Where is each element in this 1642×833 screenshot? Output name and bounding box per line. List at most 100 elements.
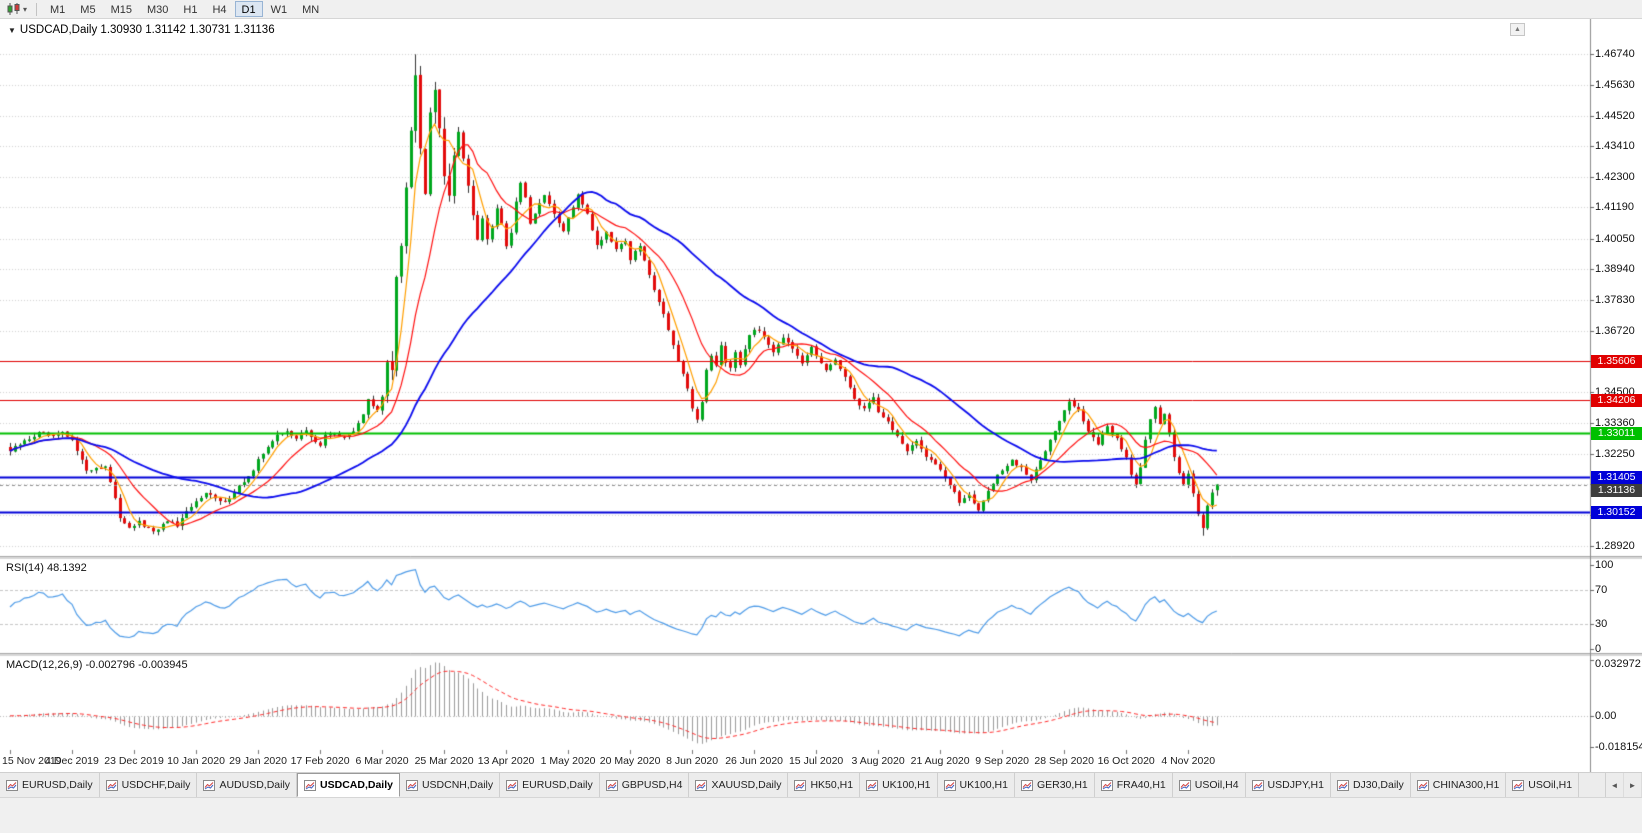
date-axis-label: 15 Nov 2019 <box>2 755 62 767</box>
price-axis-label: 1.33360 <box>1595 417 1635 430</box>
chart-tab-icon <box>6 779 18 791</box>
macd-panel-title: MACD(12,26,9) -0.002796 -0.003945 <box>6 659 188 671</box>
price-axis-label: 1.43410 <box>1595 140 1635 153</box>
date-axis-label: 4 Nov 2020 <box>1161 755 1216 767</box>
chart-type-icon[interactable] <box>6 2 22 16</box>
chart-type-dropdown-icon[interactable]: ▾ <box>23 4 28 14</box>
chart-tab-label: USDJPY,H1 <box>1267 779 1324 791</box>
chart-tab-hk50[interactable]: HK50,H1 <box>788 773 861 797</box>
chart-tab-label: AUDUSD,Daily <box>219 779 291 791</box>
chart-tab-icon <box>1020 779 1033 791</box>
date-axis-label: 3 Aug 2020 <box>851 755 905 767</box>
price-axis-label: 1.45630 <box>1595 78 1635 91</box>
chart-tab-usdcnh[interactable]: USDCNH,Daily <box>399 773 501 797</box>
date-axis-label: 25 Mar 2020 <box>414 755 474 767</box>
chart-tab-xauusd[interactable]: XAUUSD,Daily <box>689 773 789 797</box>
chart-tab-label: CHINA300,H1 <box>1432 779 1500 791</box>
chart-tab-usoil[interactable]: USOil,H4 <box>1172 773 1246 797</box>
timeframe-button-h1[interactable]: H1 <box>183 4 198 16</box>
chart-tab-label: USOil,H1 <box>1528 779 1573 791</box>
chart-tab-icon <box>943 779 956 791</box>
chart-tab-china300[interactable]: CHINA300,H1 <box>1410 773 1507 797</box>
chart-tab-eurusd[interactable]: EURUSD,Daily <box>0 773 100 797</box>
price-axis-label: 1.37830 <box>1595 293 1635 306</box>
price-level-tag[interactable]: 1.35606 <box>1591 355 1642 369</box>
chart-tab-label: EURUSD,Daily <box>522 779 593 791</box>
chart-expand-icon[interactable]: ▼ <box>8 25 16 35</box>
macd-scale-label: -0.018154 <box>1595 740 1642 753</box>
timeframe-buttons: M1 M5 M15 M30 H1 H4 D1 W1 MN <box>43 1 326 17</box>
price-level-tag[interactable]: 1.31405 <box>1591 471 1642 485</box>
chart-tab-usdjpy[interactable]: USDJPY,H1 <box>1245 773 1331 797</box>
date-axis-label: 1 May 2020 <box>540 755 596 767</box>
date-axis-label: 4 Dec 2019 <box>45 755 99 767</box>
price-axis-label: 1.38940 <box>1595 263 1635 276</box>
tab-scroll-left-button[interactable]: ◄ <box>1606 773 1624 797</box>
timeframe-toolbar: ▾ M1 M5 M15 M30 H1 H4 D1 W1 MN <box>0 0 1642 19</box>
chart-tab-dj30[interactable]: DJ30,Daily <box>1330 773 1411 797</box>
timeframe-button-m30[interactable]: M30 <box>146 4 169 16</box>
date-axis-label: 23 Dec 2019 <box>104 755 164 767</box>
macd-scale-label: 0.032972 <box>1595 658 1641 670</box>
rsi-scale-label: 100 <box>1595 559 1614 571</box>
chart-tab-label: HK50,H1 <box>810 779 854 791</box>
chart-tab-usdchf[interactable]: USDCHF,Daily <box>99 773 198 797</box>
chart-tab-ger30[interactable]: GER30,H1 <box>1014 773 1095 797</box>
chart-tab-icon <box>866 779 879 791</box>
timeframe-button-mn[interactable]: MN <box>302 4 320 16</box>
chart-tab-label: USOil,H4 <box>1194 779 1239 791</box>
chart-tab-audusd[interactable]: AUDUSD,Daily <box>197 773 298 797</box>
chart-tab-label: DJ30,Daily <box>1352 779 1404 791</box>
price-level-tag[interactable]: 1.30152 <box>1591 505 1642 519</box>
chart-tabs: EURUSD,Daily USDCHF,Daily AUDUSD,Daily USDC… <box>0 773 1605 797</box>
price-axis-label: 1.46740 <box>1595 48 1635 61</box>
chart-tab-icon <box>695 779 708 791</box>
chart-tab-uk100[interactable]: UK100,H1 <box>937 773 1015 797</box>
chart-tab-usoil[interactable]: USOil,H1 <box>1506 773 1580 797</box>
price-axis-label: 1.41190 <box>1595 201 1634 214</box>
timeframe-button-m1[interactable]: M1 <box>50 4 66 16</box>
chart-tab-icon <box>1512 779 1525 791</box>
tab-scroll-right-button[interactable]: ► <box>1624 773 1642 797</box>
price-axis-label: 1.36720 <box>1595 324 1635 337</box>
date-axis-label: 28 Sep 2020 <box>1034 755 1094 767</box>
timeframe-button-w1[interactable]: W1 <box>270 4 288 16</box>
price-axis-label: 1.42300 <box>1595 170 1635 183</box>
timeframe-button-d1[interactable]: D1 <box>234 1 263 17</box>
chart-tab-eurusd[interactable]: EURUSD,Daily <box>500 773 600 797</box>
current-price-tag: 1.31136 <box>1591 483 1642 497</box>
rsi-scale-label: 70 <box>1595 584 1608 597</box>
date-axis-label: 26 Jun 2020 <box>725 755 784 767</box>
date-axis-label: 20 May 2020 <box>599 755 661 767</box>
price-level-tag[interactable]: 1.33011 <box>1591 426 1642 440</box>
timeframe-button-h4[interactable]: H4 <box>212 4 227 16</box>
chart-tab-label: FRA40,H1 <box>1116 779 1166 791</box>
timeframe-button-m5[interactable]: M5 <box>80 4 96 16</box>
chart-tab-gbpusd[interactable]: GBPUSD,H4 <box>599 773 690 797</box>
chart-tab-fra40[interactable]: FRA40,H1 <box>1094 773 1173 797</box>
price-level-tag[interactable]: 1.34206 <box>1591 393 1642 407</box>
chart-tab-icon <box>203 779 216 791</box>
chart-tab-label: USDCHF,Daily <box>121 779 191 791</box>
rsi-scale-label: 0 <box>1595 643 1602 655</box>
timeframe-button-m15[interactable]: M15 <box>110 4 132 16</box>
date-axis-label: 10 Jan 2020 <box>167 755 225 767</box>
chart-tab-label: UK100,H1 <box>959 779 1008 791</box>
scroll-up-button[interactable]: ▲ <box>1510 23 1525 36</box>
chart-tab-label: USDCNH,Daily <box>421 779 494 791</box>
chart-tab-uk100[interactable]: UK100,H1 <box>860 773 938 797</box>
chart-tab-label: USDCAD,Daily <box>320 779 393 791</box>
chart-tab-label: GER30,H1 <box>1036 779 1088 791</box>
price-chart-canvas[interactable] <box>0 19 1642 772</box>
date-axis-label: 17 Feb 2020 <box>290 755 350 767</box>
chart-tab-icon <box>105 779 118 791</box>
chart-tab-usdcad[interactable]: USDCAD,Daily <box>297 773 400 797</box>
date-axis-label: 16 Oct 2020 <box>1097 755 1155 767</box>
chart-tab-icon <box>304 779 317 791</box>
date-axis-label: 21 Aug 2020 <box>910 755 970 767</box>
chart-tab-icon <box>1336 779 1349 791</box>
date-axis-label: 13 Apr 2020 <box>477 755 535 767</box>
bottom-filler <box>0 797 1642 833</box>
macd-scale-label: 0.00 <box>1595 709 1617 722</box>
